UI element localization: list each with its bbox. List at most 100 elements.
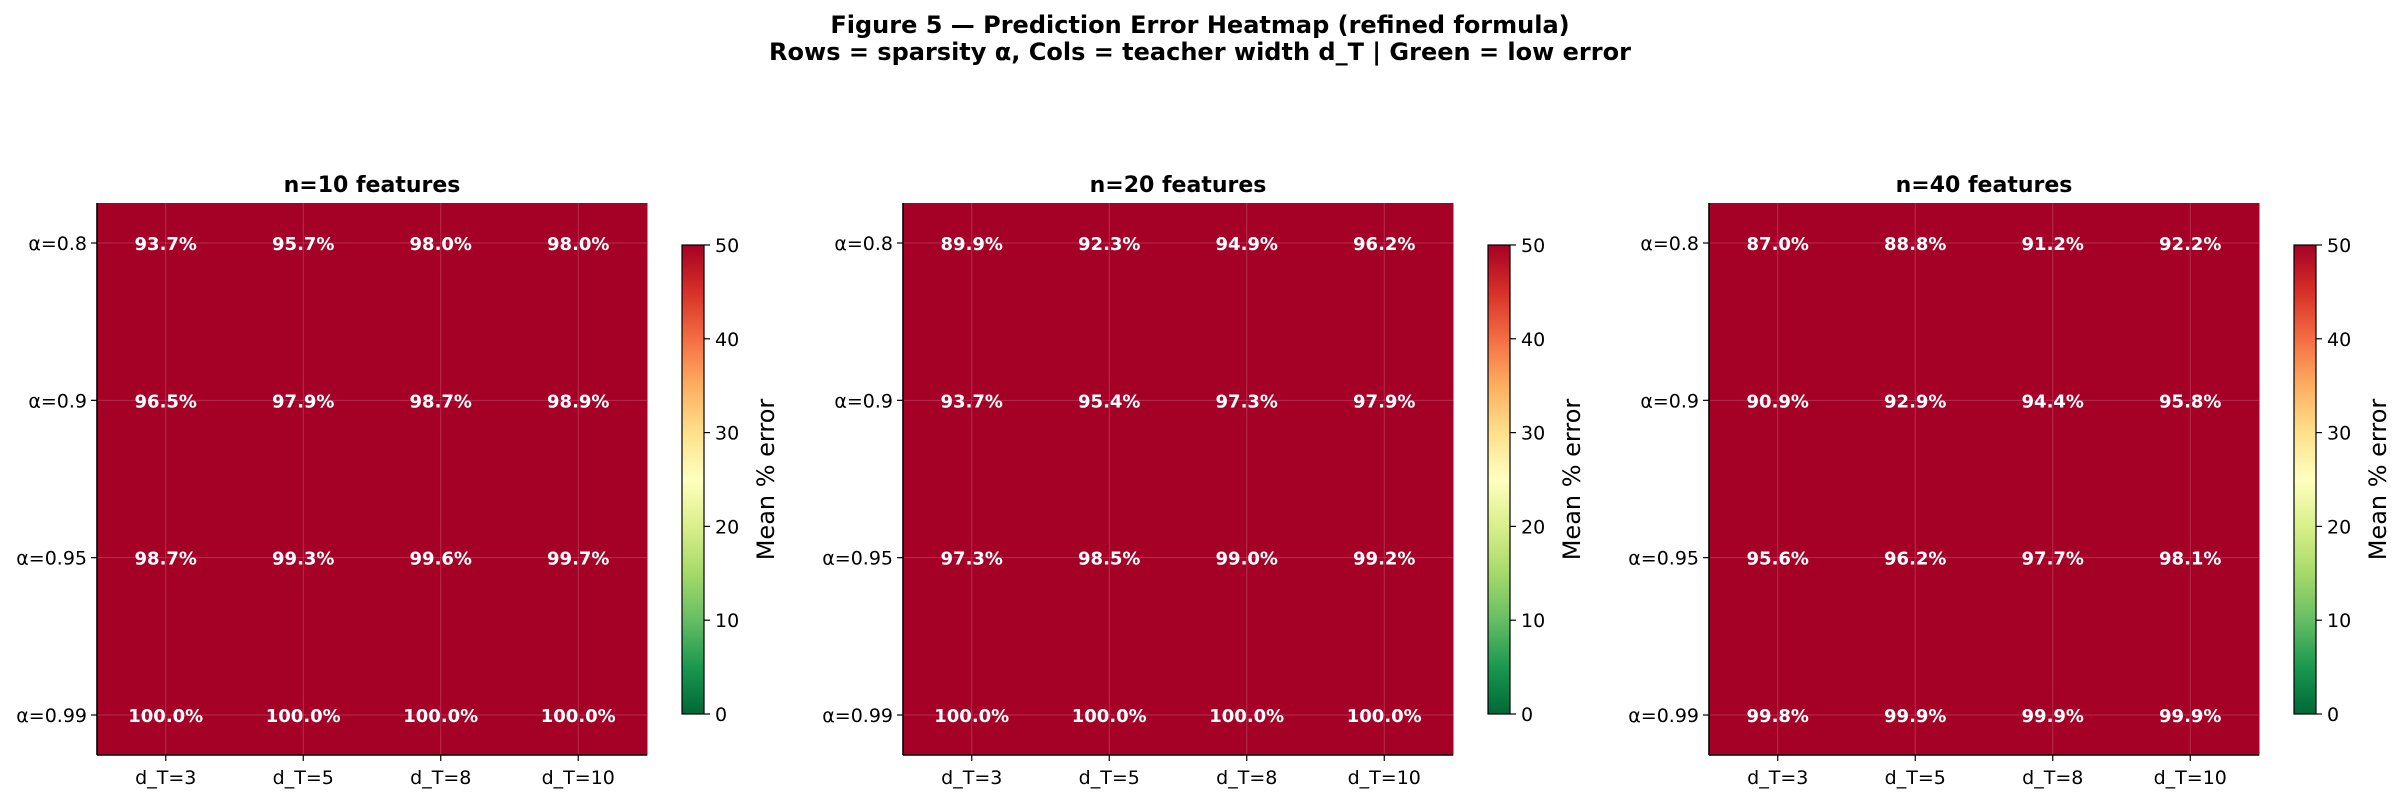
heatmap-cell <box>1178 203 1316 323</box>
cell-value-label: 100.0% <box>1209 706 1284 727</box>
heatmap-cell <box>509 479 648 637</box>
cell-value-label: 98.9% <box>547 391 609 412</box>
heatmap-cell <box>2121 321 2260 480</box>
cell-value-label: 100.0% <box>266 706 341 727</box>
heatmap-cell <box>234 636 373 756</box>
colorbar-tick-label: 50 <box>2327 235 2351 257</box>
heatmap-cell <box>97 203 235 323</box>
colorbar-label: Mean % error <box>2364 399 2392 561</box>
cell-value-label: 98.0% <box>547 234 609 255</box>
cell-value-label: 95.8% <box>2159 391 2221 412</box>
heatmap-cell <box>1984 479 2122 637</box>
heatmap-cell <box>1040 479 1179 637</box>
cell-value-label: 87.0% <box>1747 234 1809 255</box>
cell-value-label: 100.0% <box>541 706 616 727</box>
cell-value-label: 99.3% <box>272 549 334 570</box>
cell-value-label: 97.9% <box>272 391 334 412</box>
cell-value-label: 92.2% <box>2159 234 2221 255</box>
cell-value-label: 98.7% <box>410 391 472 412</box>
heatmap-panel-2: 89.9% 92.3% 94.9% 96.2% 93.7% 95.4% 97.3% 97.9%… <box>822 173 1586 789</box>
figure-subtitle: Rows = sparsity α, Cols = teacher width … <box>769 38 1631 66</box>
x-tick-label: d_T=5 <box>1079 767 1140 789</box>
colorbar <box>2293 244 2317 715</box>
cell-value-label: 99.8% <box>1747 706 1809 727</box>
cell-value-label: 97.3% <box>941 549 1003 570</box>
y-tick-label: α=0.9 <box>28 390 87 412</box>
panel-title: n=40 features <box>1896 173 2073 198</box>
cell-value-label: 88.8% <box>1884 234 1946 255</box>
heatmap-cell <box>2121 479 2260 637</box>
colorbar-tick-label: 20 <box>2327 516 2351 538</box>
y-tick-label: α=0.95 <box>1628 548 1699 570</box>
heatmap-cell <box>903 203 1041 323</box>
cell-value-label: 96.2% <box>1884 549 1946 570</box>
heatmap-cell <box>372 479 510 637</box>
x-tick-label: d_T=5 <box>273 767 334 789</box>
cell-value-label: 100.0% <box>128 706 203 727</box>
cell-value-label: 95.6% <box>1747 549 1809 570</box>
colorbar-tick-label: 0 <box>2327 704 2339 726</box>
cell-value-label: 98.1% <box>2159 549 2221 570</box>
heatmap-cell <box>509 321 648 480</box>
cell-value-label: 100.0% <box>934 706 1009 727</box>
colorbar-tick-label: 40 <box>2327 329 2351 351</box>
heatmap-cell <box>1709 203 1847 323</box>
colorbar-tick-label: 30 <box>1521 423 1545 445</box>
panel-title: n=10 features <box>284 173 461 198</box>
cell-value-label: 99.9% <box>2159 706 2221 727</box>
heatmap-cell <box>372 203 510 323</box>
colorbar-tick-label: 20 <box>715 516 739 538</box>
cell-value-label: 97.9% <box>1353 391 1415 412</box>
heatmap-cell <box>509 203 648 323</box>
x-tick-label: d_T=3 <box>135 767 196 789</box>
cell-value-label: 91.2% <box>2022 234 2084 255</box>
heatmap-cell <box>1040 636 1179 756</box>
cell-value-label: 92.9% <box>1884 391 1946 412</box>
panel-title: n=20 features <box>1090 173 1267 198</box>
heatmap-cell <box>2121 203 2260 323</box>
cell-value-label: 96.5% <box>135 391 197 412</box>
colorbar <box>1487 244 1511 715</box>
heatmap-cell <box>1984 636 2122 756</box>
heatmap-cell <box>903 636 1041 756</box>
colorbar-tick-label: 0 <box>1521 704 1533 726</box>
heatmap-cell <box>234 479 373 637</box>
heatmap-cell <box>1315 636 1454 756</box>
cell-value-label: 96.2% <box>1353 234 1415 255</box>
heatmap-cell <box>1846 636 1985 756</box>
heatmap-cell <box>234 203 373 323</box>
heatmap-cell <box>1178 479 1316 637</box>
heatmap-cell <box>2121 636 2260 756</box>
colorbar-tick-label: 30 <box>2327 423 2351 445</box>
heatmap-cell <box>97 321 235 480</box>
colorbar-tick-label: 50 <box>1521 235 1545 257</box>
y-tick-label: α=0.99 <box>822 705 893 727</box>
y-tick-label: α=0.99 <box>16 705 87 727</box>
y-tick-label: α=0.9 <box>1640 390 1699 412</box>
x-tick-label: d_T=3 <box>1747 767 1808 789</box>
colorbar-tick-label: 30 <box>715 423 739 445</box>
cell-value-label: 99.7% <box>547 549 609 570</box>
colorbar-label: Mean % error <box>752 399 780 561</box>
cell-value-label: 94.9% <box>1216 234 1278 255</box>
cell-value-label: 99.6% <box>410 549 472 570</box>
y-tick-label: α=0.8 <box>28 233 87 255</box>
colorbar-tick-label: 0 <box>715 704 727 726</box>
cell-value-label: 93.7% <box>941 391 1003 412</box>
heatmap-cell <box>903 321 1041 480</box>
cell-value-label: 97.3% <box>1216 391 1278 412</box>
heatmap-cell <box>1315 321 1454 480</box>
colorbar-tick-label: 50 <box>715 235 739 257</box>
heatmap-cell <box>1709 321 1847 480</box>
heatmap-cell <box>1040 321 1179 480</box>
cell-value-label: 99.2% <box>1353 549 1415 570</box>
heatmap-cell <box>372 636 510 756</box>
cell-value-label: 90.9% <box>1747 391 1809 412</box>
x-tick-label: d_T=5 <box>1885 767 1946 789</box>
y-tick-label: α=0.95 <box>822 548 893 570</box>
x-tick-label: d_T=3 <box>941 767 1002 789</box>
cell-value-label: 93.7% <box>135 234 197 255</box>
cell-value-label: 99.0% <box>1216 549 1278 570</box>
cell-value-label: 95.4% <box>1078 391 1140 412</box>
cell-value-label: 97.7% <box>2022 549 2084 570</box>
